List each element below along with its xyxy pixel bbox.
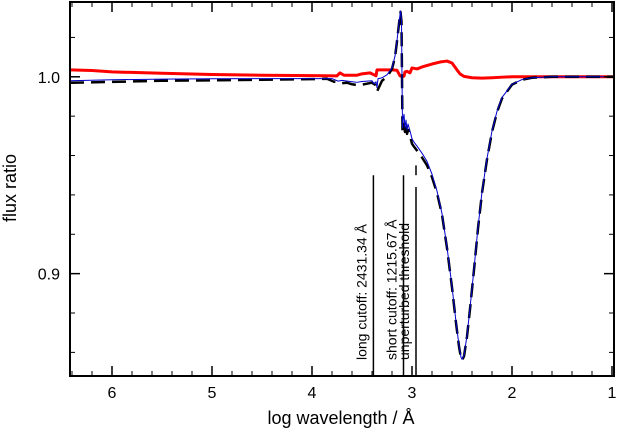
x-tick-label-3: 3: [408, 385, 417, 402]
axis-layer: 6 5 4 3 2 1 0.9 1.0: [38, 1, 617, 402]
series-line-2: [70, 10, 614, 362]
x-tick-label-4: 4: [308, 385, 317, 402]
x-axis-label: log wavelength / Å: [267, 408, 414, 428]
y-axis-label: flux ratio: [0, 154, 20, 222]
y-tick-label-0.9: 0.9: [38, 267, 60, 284]
marker-layer: long cutoff: 2431.34 Å short cutoff: 1215…: [353, 165, 417, 376]
plot-frame: [69, 1, 615, 377]
series-line-3: [70, 10, 614, 360]
x-tick-label-6: 6: [108, 385, 117, 402]
x-tick-label-1: 1: [608, 385, 617, 402]
marker-label-2: short cutoff: 1215.67 Å: [384, 219, 400, 360]
series-layer: [70, 10, 614, 362]
y-tick-label-1: 1.0: [38, 70, 60, 87]
series-line-1: [70, 59, 614, 80]
x-tick-label-5: 5: [208, 385, 217, 402]
marker-label-3: unperturbed threshold: [396, 223, 412, 360]
x-tick-label-2: 2: [508, 385, 517, 402]
marker-label-1: long cutoff: 2431.34 Å: [353, 223, 369, 360]
